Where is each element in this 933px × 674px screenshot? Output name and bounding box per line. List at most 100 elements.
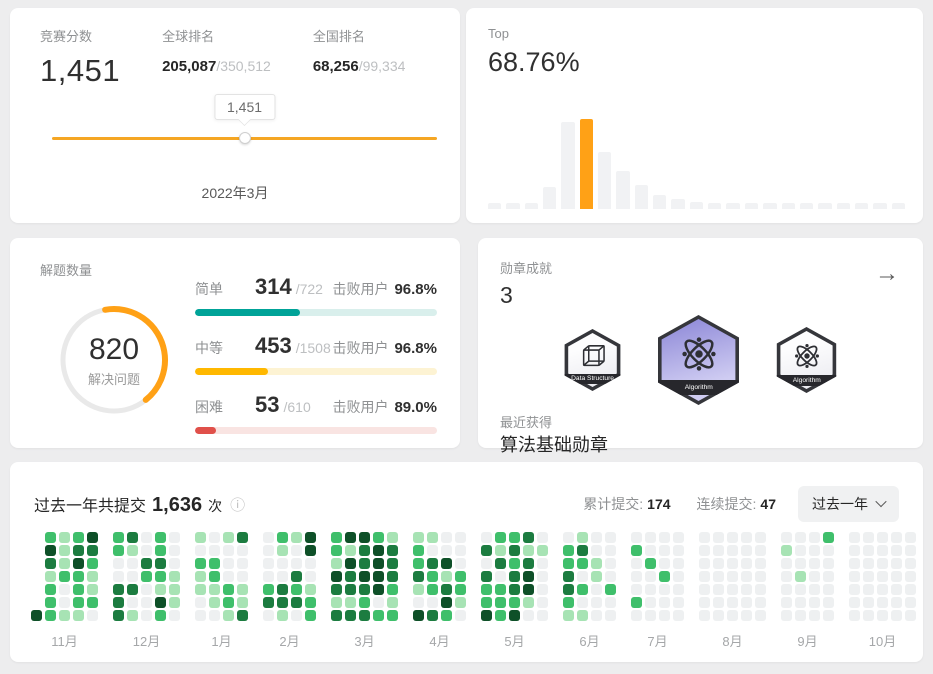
heatmap-cell[interactable] <box>387 532 398 543</box>
heatmap-cell[interactable] <box>905 545 916 556</box>
heatmap-cell[interactable] <box>331 597 342 608</box>
heatmap-cell[interactable] <box>577 584 588 595</box>
heatmap-cell[interactable] <box>591 610 602 621</box>
heatmap-cell[interactable] <box>877 597 888 608</box>
heatmap-cell[interactable] <box>113 584 124 595</box>
heatmap-cell[interactable] <box>291 545 302 556</box>
heatmap-cell[interactable] <box>605 571 616 582</box>
heatmap-cell[interactable] <box>169 545 180 556</box>
heatmap-cell[interactable] <box>45 610 56 621</box>
heatmap-cell[interactable] <box>795 532 806 543</box>
heatmap-cell[interactable] <box>59 532 70 543</box>
heatmap-cell[interactable] <box>849 610 860 621</box>
heatmap-cell[interactable] <box>877 584 888 595</box>
heatmap-cell[interactable] <box>809 571 820 582</box>
heatmap-cell[interactable] <box>113 558 124 569</box>
heatmap-cell[interactable] <box>169 558 180 569</box>
heatmap-cell[interactable] <box>809 532 820 543</box>
heatmap-cell[interactable] <box>305 571 316 582</box>
heatmap-cell[interactable] <box>645 545 656 556</box>
heatmap-cell[interactable] <box>31 610 42 621</box>
heatmap-cell[interactable] <box>631 610 642 621</box>
heatmap-cell[interactable] <box>877 610 888 621</box>
heatmap-cell[interactable] <box>509 584 520 595</box>
heatmap-cell[interactable] <box>387 545 398 556</box>
heatmap-cell[interactable] <box>741 558 752 569</box>
heatmap-cell[interactable] <box>441 584 452 595</box>
heatmap-cell[interactable] <box>481 571 492 582</box>
heatmap-cell[interactable] <box>413 610 424 621</box>
heatmap-cell[interactable] <box>781 584 792 595</box>
heatmap-cell[interactable] <box>659 545 670 556</box>
heatmap-cell[interactable] <box>441 610 452 621</box>
heatmap-cell[interactable] <box>905 610 916 621</box>
heatmap-cell[interactable] <box>605 545 616 556</box>
heatmap-cell[interactable] <box>223 610 234 621</box>
heatmap-cell[interactable] <box>713 571 724 582</box>
heatmap-cell[interactable] <box>359 532 370 543</box>
heatmap-cell[interactable] <box>263 597 274 608</box>
heatmap-cell[interactable] <box>113 571 124 582</box>
heatmap-cell[interactable] <box>795 545 806 556</box>
heatmap-cell[interactable] <box>373 610 384 621</box>
heatmap-cell[interactable] <box>59 597 70 608</box>
heatmap-cell[interactable] <box>455 545 466 556</box>
heatmap-cell[interactable] <box>537 584 548 595</box>
heatmap-cell[interactable] <box>795 597 806 608</box>
heatmap-cell[interactable] <box>823 545 834 556</box>
heatmap-cell[interactable] <box>795 610 806 621</box>
heatmap-cell[interactable] <box>359 571 370 582</box>
heatmap-cell[interactable] <box>481 558 492 569</box>
heatmap-cell[interactable] <box>155 532 166 543</box>
heatmap-cell[interactable] <box>659 584 670 595</box>
heatmap-cell[interactable] <box>263 532 274 543</box>
heatmap-cell[interactable] <box>441 597 452 608</box>
heatmap-cell[interactable] <box>781 545 792 556</box>
heatmap-cell[interactable] <box>577 558 588 569</box>
heatmap-cell[interactable] <box>495 558 506 569</box>
heatmap-cell[interactable] <box>563 610 574 621</box>
heatmap-cell[interactable] <box>823 610 834 621</box>
heatmap-cell[interactable] <box>823 597 834 608</box>
heatmap-cell[interactable] <box>195 545 206 556</box>
rating-slider-handle[interactable] <box>238 132 251 144</box>
heatmap-cell[interactable] <box>495 584 506 595</box>
heatmap-cell[interactable] <box>905 571 916 582</box>
heatmap-cell[interactable] <box>59 571 70 582</box>
heatmap-cell[interactable] <box>45 584 56 595</box>
heatmap-cell[interactable] <box>781 558 792 569</box>
heatmap-cell[interactable] <box>169 571 180 582</box>
heatmap-cell[interactable] <box>277 571 288 582</box>
heatmap-cell[interactable] <box>605 558 616 569</box>
heatmap-cell[interactable] <box>141 584 152 595</box>
heatmap-cell[interactable] <box>809 558 820 569</box>
heatmap-cell[interactable] <box>631 545 642 556</box>
heatmap-cell[interactable] <box>563 571 574 582</box>
heatmap-cell[interactable] <box>537 610 548 621</box>
heatmap-cell[interactable] <box>755 545 766 556</box>
heatmap-cell[interactable] <box>877 532 888 543</box>
heatmap-cell[interactable] <box>863 532 874 543</box>
heatmap-cell[interactable] <box>427 558 438 569</box>
heatmap-cell[interactable] <box>427 532 438 543</box>
heatmap-cell[interactable] <box>713 610 724 621</box>
heatmap-cell[interactable] <box>455 532 466 543</box>
heatmap-cell[interactable] <box>481 610 492 621</box>
heatmap-cell[interactable] <box>781 571 792 582</box>
heatmap-cell[interactable] <box>755 532 766 543</box>
heatmap-cell[interactable] <box>73 545 84 556</box>
heatmap-cell[interactable] <box>305 532 316 543</box>
heatmap-cell[interactable] <box>113 597 124 608</box>
heatmap-cell[interactable] <box>673 558 684 569</box>
heatmap-cell[interactable] <box>209 532 220 543</box>
heatmap-cell[interactable] <box>127 558 138 569</box>
heatmap-cell[interactable] <box>127 610 138 621</box>
heatmap-cell[interactable] <box>305 610 316 621</box>
heatmap-cell[interactable] <box>141 545 152 556</box>
heatmap-cell[interactable] <box>905 558 916 569</box>
heatmap-cell[interactable] <box>427 610 438 621</box>
heatmap-cell[interactable] <box>331 571 342 582</box>
heatmap-cell[interactable] <box>631 571 642 582</box>
heatmap-cell[interactable] <box>195 584 206 595</box>
heatmap-cell[interactable] <box>905 532 916 543</box>
